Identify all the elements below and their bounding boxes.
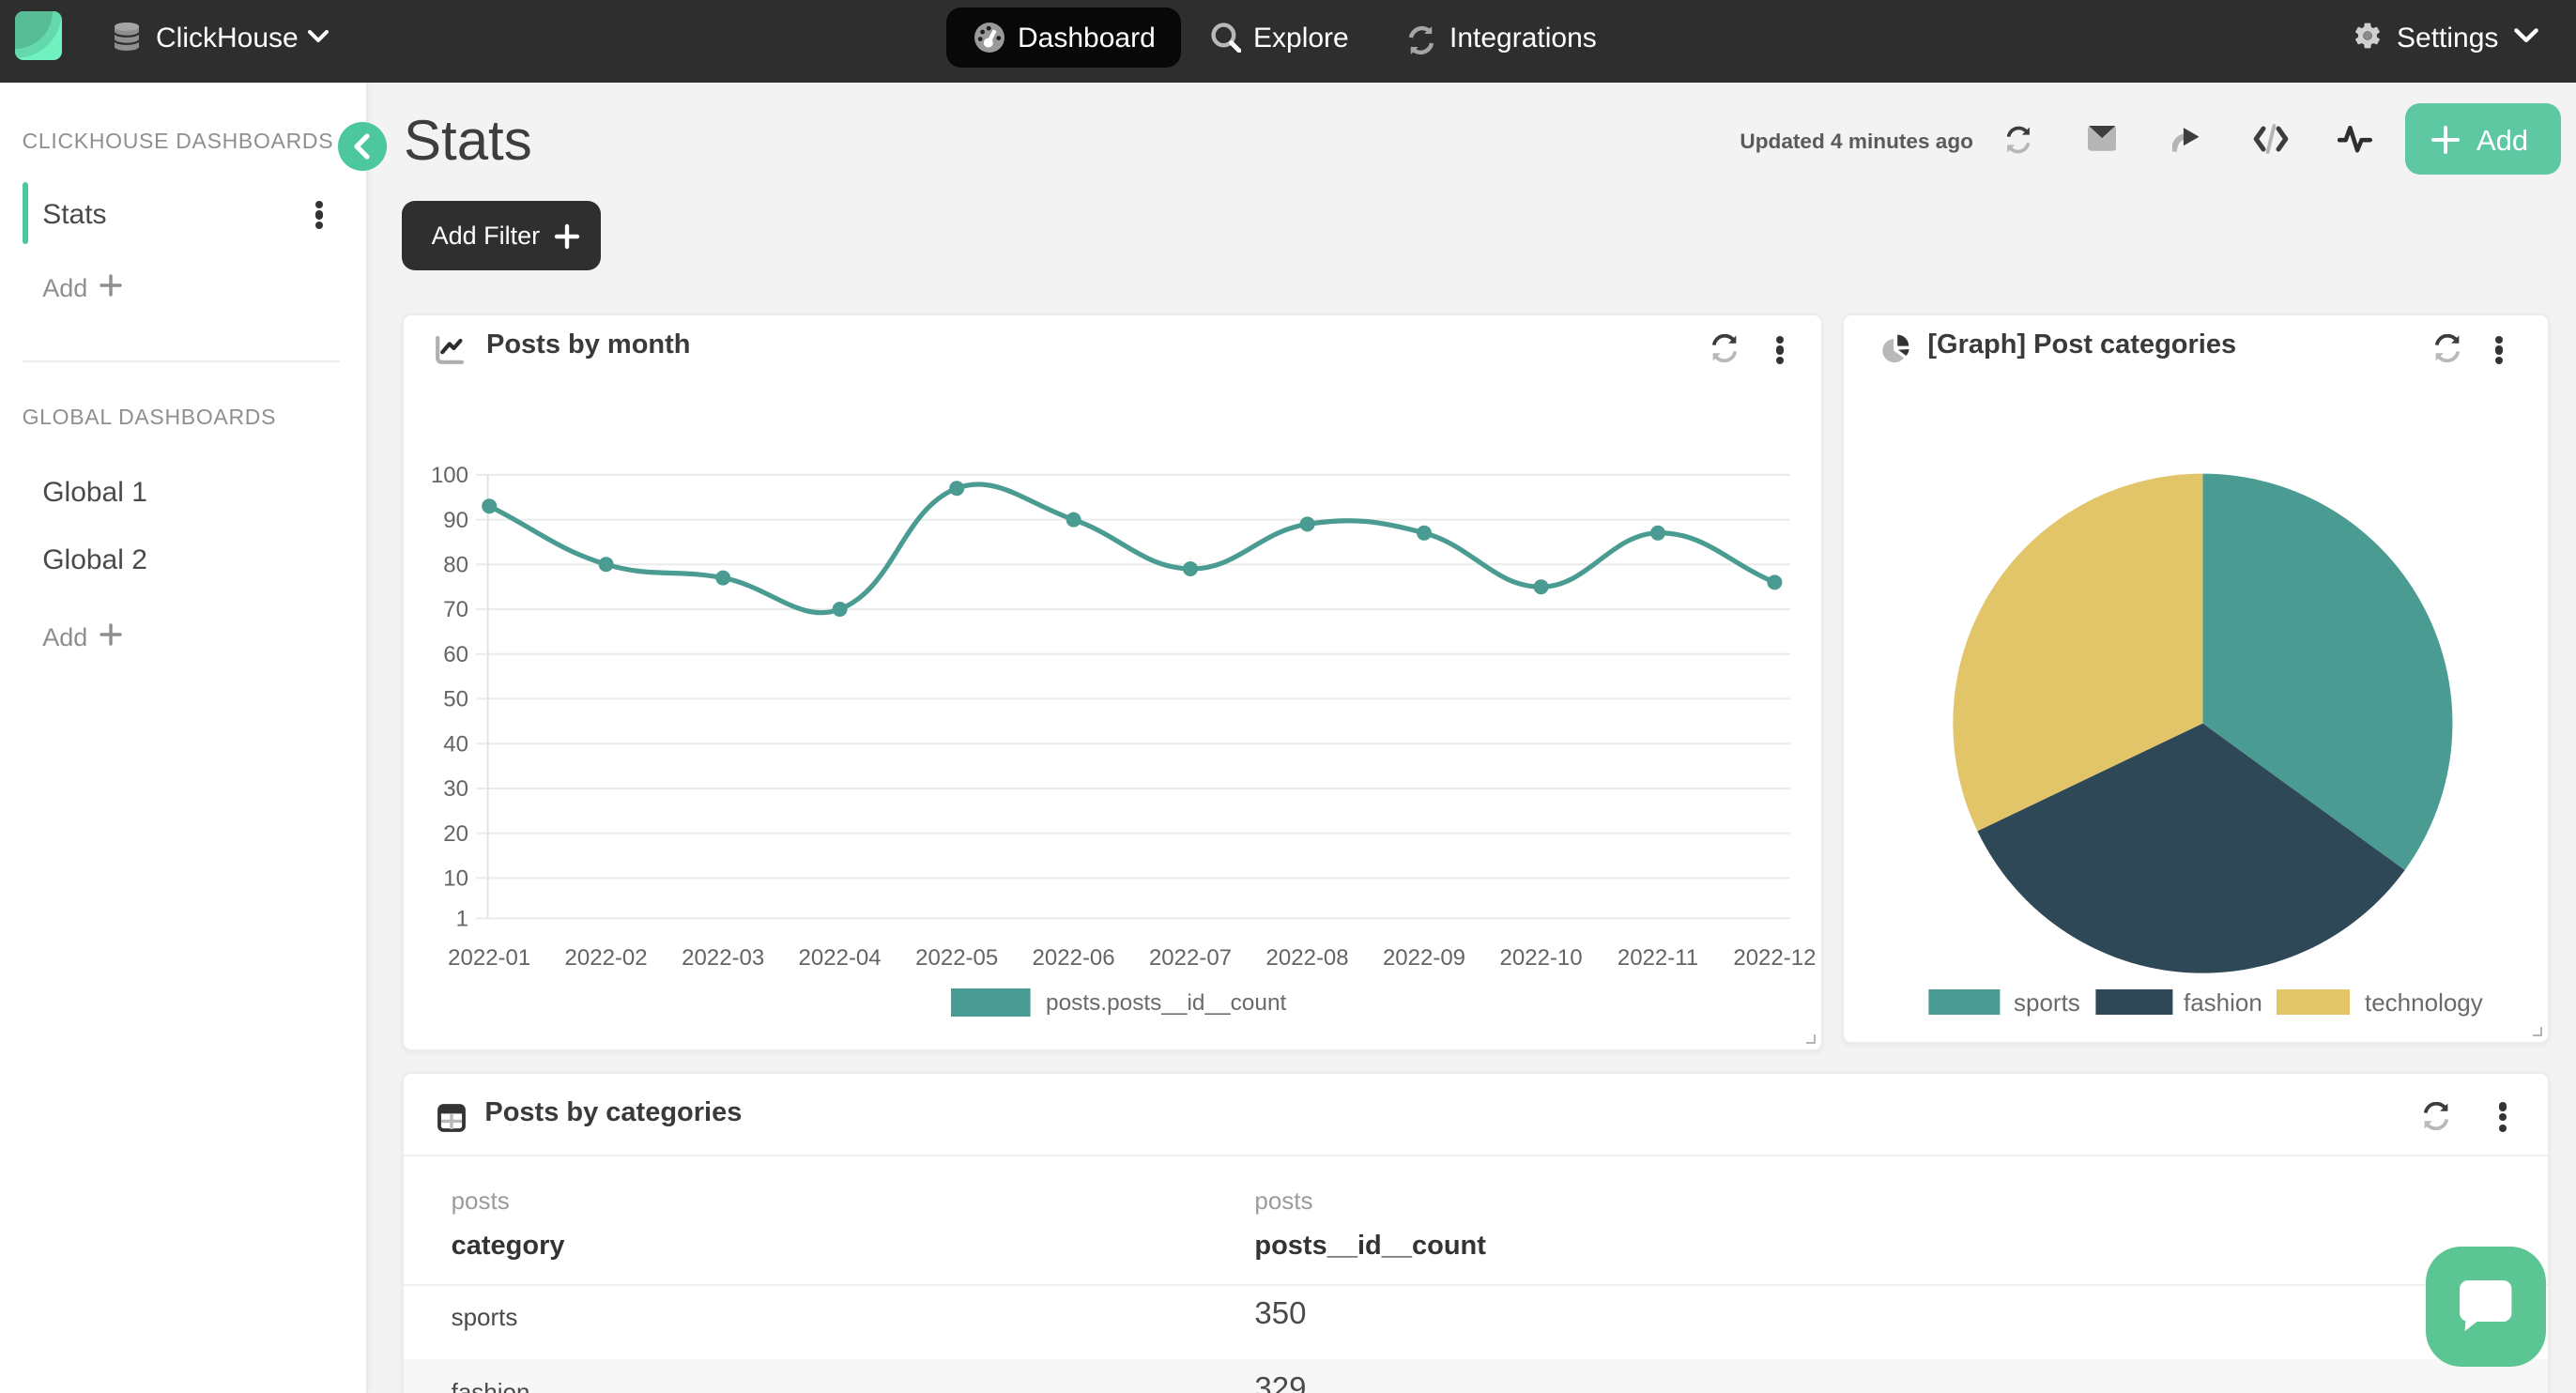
svg-text:fashion: fashion — [2183, 987, 2262, 1016]
svg-text:2022-05: 2022-05 — [914, 944, 997, 970]
svg-text:posts.posts__id__count: posts.posts__id__count — [1045, 989, 1286, 1015]
svg-text:sports: sports — [2013, 987, 2079, 1016]
svg-text:80: 80 — [442, 551, 468, 576]
svg-text:2022-01: 2022-01 — [447, 944, 529, 970]
svg-text:90: 90 — [442, 507, 468, 532]
svg-text:2022-06: 2022-06 — [1032, 944, 1114, 970]
svg-text:2022-02: 2022-02 — [564, 944, 647, 970]
svg-text:60: 60 — [442, 641, 468, 666]
svg-text:50: 50 — [442, 686, 468, 712]
svg-text:2022-12: 2022-12 — [1732, 944, 1815, 970]
svg-text:70: 70 — [442, 596, 468, 621]
svg-text:20: 20 — [442, 820, 468, 846]
svg-text:2022-07: 2022-07 — [1148, 944, 1231, 970]
svg-text:2022-09: 2022-09 — [1382, 944, 1464, 970]
svg-text:1: 1 — [455, 906, 468, 931]
svg-text:100: 100 — [430, 462, 468, 487]
svg-text:2022-03: 2022-03 — [681, 944, 763, 970]
svg-text:10: 10 — [442, 865, 468, 891]
svg-text:technology: technology — [2364, 987, 2482, 1016]
svg-text:2022-10: 2022-10 — [1499, 944, 1582, 970]
svg-text:2022-11: 2022-11 — [1617, 944, 1697, 970]
svg-text:2022-04: 2022-04 — [798, 944, 881, 970]
svg-text:2022-08: 2022-08 — [1265, 944, 1348, 970]
svg-text:40: 40 — [442, 730, 468, 756]
svg-text:30: 30 — [442, 775, 468, 801]
